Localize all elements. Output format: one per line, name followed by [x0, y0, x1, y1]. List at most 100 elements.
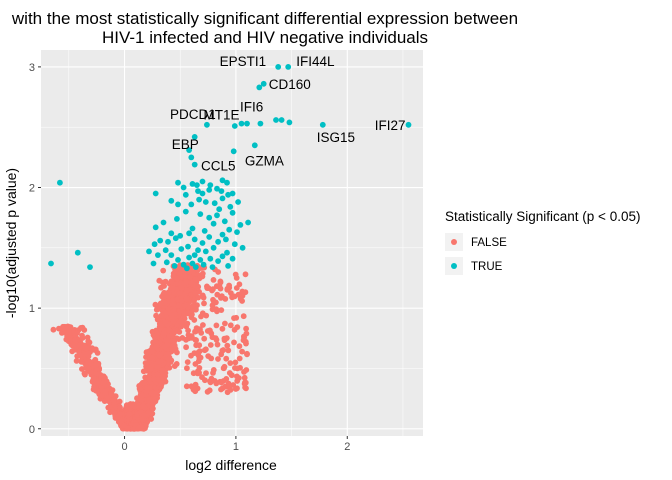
non-significant-point [169, 285, 176, 292]
significant-point [275, 64, 282, 70]
non-significant-point [192, 290, 199, 296]
non-significant-point [218, 307, 225, 313]
significant-point [163, 259, 170, 266]
non-significant-point [77, 341, 84, 348]
x-axis-title: log2 difference [185, 457, 277, 473]
non-significant-point [236, 355, 243, 362]
non-significant-point [188, 383, 195, 390]
significant-point [155, 252, 161, 258]
non-significant-point [170, 297, 176, 304]
gene-label-ebp: EBP [172, 137, 199, 152]
significant-point [186, 147, 193, 154]
significant-point [219, 177, 226, 184]
non-significant-point [152, 301, 159, 308]
non-significant-point [110, 396, 117, 403]
non-significant-point [213, 299, 219, 306]
non-significant-point [155, 359, 162, 365]
non-significant-point [185, 310, 191, 316]
significant-point [225, 191, 232, 198]
significant-point [152, 190, 159, 197]
non-significant-point [195, 294, 202, 301]
non-significant-point [193, 282, 200, 289]
non-significant-point [160, 330, 167, 336]
non-significant-point [157, 300, 164, 307]
significant-point [165, 238, 171, 245]
significant-point [199, 190, 206, 197]
significant-point [168, 230, 175, 237]
significant-point [191, 252, 198, 258]
gene-label-ifi27: IFI27 [375, 118, 406, 133]
non-significant-point [210, 370, 216, 376]
non-significant-point [212, 335, 219, 341]
significant-point [202, 199, 209, 205]
non-significant-point [135, 425, 141, 432]
significant-point [189, 225, 196, 232]
significant-point [197, 257, 204, 263]
non-significant-point [223, 355, 230, 362]
non-significant-point [233, 314, 240, 321]
significant-point [191, 134, 198, 140]
significant-point [244, 120, 250, 127]
non-significant-point [72, 337, 78, 343]
non-significant-point [149, 354, 156, 361]
significant-point [188, 154, 195, 161]
significant-point [178, 246, 185, 252]
non-significant-point [59, 325, 66, 332]
significant-point [191, 236, 198, 243]
significant-point [188, 201, 195, 208]
non-significant-point [233, 275, 240, 281]
y-tick-label: 3 [29, 62, 35, 74]
non-significant-point [137, 386, 144, 392]
non-significant-point [186, 335, 192, 342]
significant-point [175, 257, 181, 263]
non-significant-point [165, 289, 172, 296]
non-significant-point [141, 412, 148, 418]
gene-label-isg15: ISG15 [317, 130, 355, 145]
significant-point [219, 195, 226, 202]
significant-point [229, 190, 236, 197]
significant-point [211, 200, 218, 207]
non-significant-point [174, 275, 181, 282]
non-significant-point [175, 302, 182, 309]
non-significant-point [151, 399, 157, 406]
non-significant-point [227, 360, 234, 366]
non-significant-point [143, 388, 150, 395]
non-significant-point [181, 314, 187, 320]
gene-label-gzma: GZMA [245, 153, 284, 168]
significant-point [215, 258, 222, 264]
non-significant-point [94, 350, 101, 356]
y-tick-label: 2 [29, 183, 35, 195]
non-significant-point [192, 276, 199, 283]
significant-point [238, 120, 245, 127]
non-significant-point [162, 278, 169, 285]
non-significant-point [231, 326, 238, 333]
axes: 0 1 2 0 1 2 3 [29, 62, 350, 453]
non-significant-point [169, 314, 176, 320]
significant-point [405, 121, 412, 128]
non-significant-point [89, 345, 95, 352]
non-significant-point [234, 385, 240, 392]
significant-point [184, 265, 190, 272]
significant-point [231, 123, 238, 129]
significant-point [235, 199, 242, 205]
non-significant-point [150, 405, 156, 412]
non-significant-point [178, 298, 185, 304]
non-significant-point [153, 339, 159, 345]
non-significant-point [153, 312, 160, 319]
non-significant-point [196, 365, 203, 371]
non-significant-point [192, 388, 199, 395]
significant-point [172, 235, 179, 242]
significant-point [207, 255, 214, 262]
significant-point [224, 179, 230, 186]
non-significant-point [151, 376, 157, 382]
non-significant-point [67, 337, 74, 344]
non-significant-point [108, 391, 115, 398]
non-significant-point [241, 369, 247, 375]
non-significant-point [102, 388, 109, 395]
chart-title-line-1: with the most statistically significant … [11, 9, 518, 28]
significant-point [214, 212, 220, 219]
legend-key-true [451, 263, 457, 269]
significant-point [225, 263, 232, 269]
non-significant-point [243, 330, 250, 337]
significant-point [146, 248, 152, 255]
